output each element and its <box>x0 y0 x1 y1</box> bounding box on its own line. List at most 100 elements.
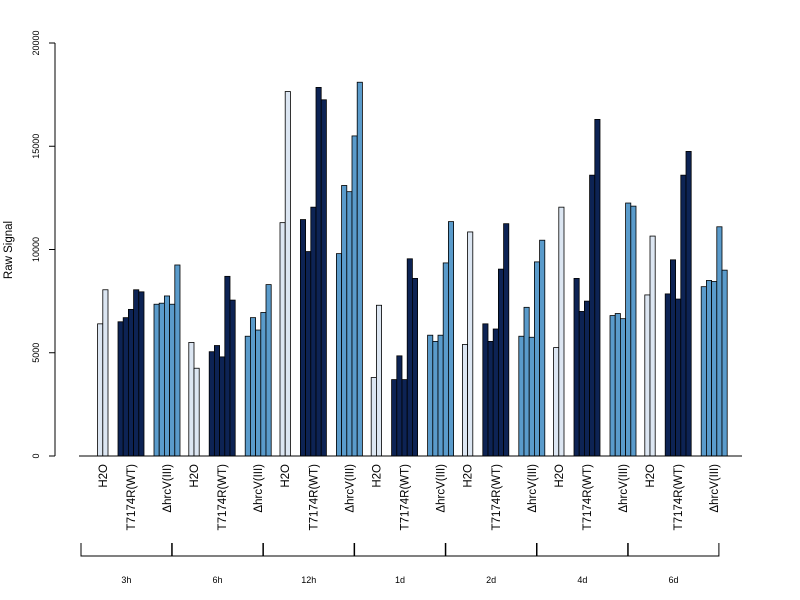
condition-label: ΔhrcV(III) <box>253 464 265 513</box>
bar <box>208 351 215 457</box>
bar <box>341 185 348 457</box>
bar <box>614 313 621 457</box>
bar <box>163 295 170 457</box>
bar <box>213 345 220 457</box>
bar <box>644 294 651 457</box>
condition-label: T7174R(WT) <box>582 464 594 531</box>
condition-label: T7174R(WT) <box>217 464 229 531</box>
bar <box>664 293 671 457</box>
bar <box>558 206 565 457</box>
bar <box>584 300 591 457</box>
condition-label: T7174R(WT) <box>491 464 503 531</box>
condition-label: ΔhrcV(III) <box>162 464 174 513</box>
bar <box>335 253 342 457</box>
bar <box>432 340 439 457</box>
bar <box>255 329 262 457</box>
bar <box>284 91 291 457</box>
condition-label: ΔhrcV(III) <box>344 464 356 513</box>
y-axis-label: Raw Signal <box>3 221 15 279</box>
bar <box>625 202 632 457</box>
time-labels: 3h 6h 12h 1d 2d 4d 6d <box>80 543 720 585</box>
bar <box>370 377 377 457</box>
condition-label: H2O <box>98 464 110 488</box>
bar <box>721 269 728 457</box>
bar <box>127 308 134 457</box>
bar <box>685 151 692 457</box>
bar <box>391 379 398 457</box>
bar <box>680 174 687 457</box>
bar <box>320 99 327 457</box>
bar <box>351 135 358 457</box>
bar <box>406 258 413 457</box>
bar <box>138 291 145 457</box>
bar <box>482 323 489 457</box>
y-tick-label: 5000 <box>31 343 41 363</box>
bar <box>539 239 546 457</box>
bar <box>133 289 140 457</box>
bar <box>310 206 317 457</box>
y-tick-label: 10000 <box>31 237 41 262</box>
bar <box>528 336 535 457</box>
bar <box>346 191 353 457</box>
bar <box>534 261 541 457</box>
condition-label: ΔhrcV(III) <box>709 464 721 513</box>
bar <box>492 328 499 457</box>
time-label: 2d <box>486 575 496 585</box>
bar <box>487 340 494 457</box>
bar <box>711 281 718 457</box>
bar <box>503 223 510 457</box>
bar <box>401 379 408 457</box>
bar <box>461 344 468 457</box>
bar <box>437 334 444 457</box>
bar <box>589 174 596 457</box>
bar <box>670 259 677 457</box>
bars-layer <box>97 81 728 457</box>
time-label: 4d <box>577 575 587 585</box>
condition-label: T7174R(WT) <box>673 464 685 531</box>
condition-label: H2O <box>554 464 566 488</box>
bar <box>224 275 231 457</box>
bar <box>219 356 226 457</box>
bar <box>153 303 160 457</box>
bar <box>706 280 713 457</box>
group-bracket <box>536 543 629 557</box>
bar <box>716 226 723 457</box>
group-bracket <box>262 543 355 557</box>
time-label: 3h <box>121 575 131 585</box>
bar <box>375 304 382 457</box>
bar <box>578 311 585 457</box>
bar <box>523 306 530 457</box>
bar <box>169 303 176 457</box>
bar <box>630 205 637 457</box>
bar <box>356 81 363 457</box>
bar <box>117 321 124 457</box>
bar <box>97 323 104 457</box>
bar <box>193 367 200 457</box>
condition-label: H2O <box>371 464 383 488</box>
group-bracket <box>445 543 537 557</box>
condition-label: H2O <box>189 464 201 488</box>
condition-label: H2O <box>645 464 657 488</box>
bar <box>427 334 434 457</box>
condition-label: T7174R(WT) <box>126 464 138 531</box>
bar <box>244 335 251 457</box>
bar <box>553 347 560 457</box>
y-tick-label: 15000 <box>31 134 41 159</box>
bar <box>411 278 418 457</box>
group-bracket <box>354 543 446 557</box>
bar <box>649 235 656 457</box>
bar <box>609 315 616 457</box>
group-bracket <box>80 543 173 557</box>
bar <box>315 86 322 457</box>
bar <box>396 355 403 457</box>
time-label: 6h <box>213 575 223 585</box>
bar <box>518 335 525 457</box>
bar <box>265 284 272 457</box>
y-tick-label: 20000 <box>31 30 41 55</box>
bar <box>188 342 195 457</box>
condition-label: H2O <box>280 464 292 488</box>
bar <box>102 289 109 457</box>
condition-label: T7174R(WT) <box>400 464 412 531</box>
bar <box>620 318 627 457</box>
